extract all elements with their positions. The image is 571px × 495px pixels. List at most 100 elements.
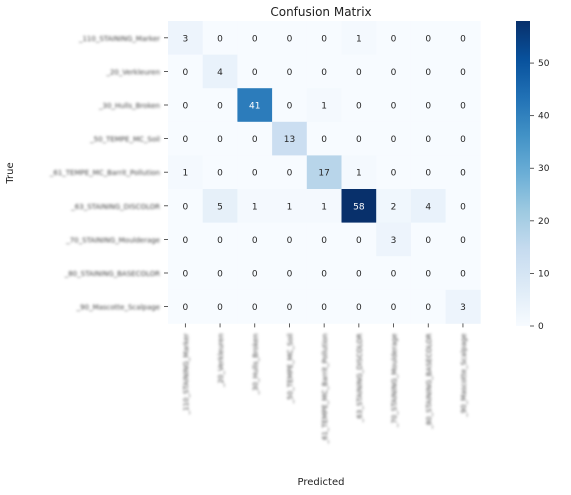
- cell-value-label: 0: [391, 34, 397, 44]
- cell-value-label: 58: [353, 202, 365, 212]
- heatmap-cell: [376, 54, 412, 89]
- cell-value-label: 0: [287, 102, 293, 112]
- column-tick-label: _70_STAINING_Moulderage: [391, 333, 399, 428]
- row-tick-labels: _110_STAINING_Marker _20_Verkleuren _30_Hu…: [49, 35, 168, 312]
- cell-value-label: 0: [217, 270, 223, 280]
- cell-value-label: 0: [252, 236, 258, 246]
- heatmap-cell: [445, 189, 481, 223]
- heatmap-cell: [237, 88, 273, 123]
- cell-value-label: 0: [460, 34, 466, 44]
- cell-value-label: 0: [321, 135, 327, 145]
- cell-value-label: 0: [321, 236, 327, 246]
- heatmap-cell: [306, 88, 342, 123]
- heatmap-cell: [410, 289, 446, 324]
- heatmap-cell: [376, 121, 412, 156]
- cell-value-label: 0: [356, 68, 362, 78]
- row-tick-label: _50_TEMPE_MC_Soil: [89, 136, 160, 144]
- heatmap-cell: [410, 54, 446, 89]
- heatmap-cell: [202, 289, 238, 324]
- heatmap-cell: [445, 256, 481, 291]
- cell-value-label: 0: [460, 202, 466, 212]
- heatmap-cell: [410, 121, 446, 156]
- cell-value-label: 0: [460, 135, 466, 145]
- cell-value-label: 0: [425, 102, 431, 112]
- cell-value-label: 1: [252, 202, 258, 212]
- cell-value-label: 0: [252, 270, 258, 280]
- cell-value-label: 0: [217, 135, 223, 145]
- cell-value-label: 0: [182, 236, 188, 246]
- row-tick-label: _20_Verkleuren: [105, 68, 160, 76]
- cell-value-label: 3: [391, 236, 397, 246]
- heatmap-cell: [341, 88, 377, 123]
- cell-value-label: 0: [182, 102, 188, 112]
- cell-value-label: 0: [356, 236, 362, 246]
- x-axis-label: Predicted: [298, 477, 345, 488]
- column-tick-label: _110_STAINING_Marker: [182, 333, 190, 415]
- heatmap-cell: [237, 54, 273, 89]
- cell-value-label: 41: [249, 102, 260, 112]
- heatmap-cell: [410, 189, 446, 223]
- cell-value-label: 4: [425, 202, 431, 212]
- heatmap-cell: [306, 289, 342, 324]
- colorbar-tick-label: 20: [538, 217, 550, 227]
- column-tick-labels: _110_STAINING_Marker _20_Verkleuren _30_Hu…: [182, 323, 468, 445]
- cell-value-label: 0: [460, 270, 466, 280]
- column-tick-label: _20_Verkleuren: [217, 333, 225, 388]
- heatmap-cell: [272, 289, 308, 324]
- heatmap-cell: [306, 21, 342, 55]
- cell-value-label: 0: [182, 68, 188, 78]
- cell-value-label: 0: [321, 303, 327, 313]
- column-tick-label: _90_Mascotte_Scalpage: [460, 333, 468, 417]
- heatmap-cells: 3 0 0 0 0 1 0 0 00 4 0 0 0 0 0 0 00 0 41 0 1 0 0 0 00 0 0 13 0 0 0 0 01 0…: [168, 21, 481, 324]
- heatmap-cell: [168, 54, 204, 89]
- cell-value-label: 0: [356, 303, 362, 313]
- heatmap-cell: [306, 121, 342, 156]
- heatmap-cell: [272, 54, 308, 89]
- heatmap-cell: [272, 189, 308, 223]
- heatmap-cell: [410, 88, 446, 123]
- heatmap-cell: [237, 21, 273, 55]
- heatmap-cell: [306, 54, 342, 89]
- column-tick-label: _50_TEMPE_MC_Soil: [286, 333, 294, 404]
- cell-value-label: 0: [217, 102, 223, 112]
- cell-value-label: 1: [356, 169, 362, 179]
- heatmap-cell: [306, 155, 342, 190]
- cell-value-label: 0: [321, 68, 327, 78]
- cell-value-label: 0: [321, 270, 327, 280]
- heatmap-cell: [376, 189, 412, 223]
- cell-value-label: 0: [425, 68, 431, 78]
- heatmap-cell: [272, 21, 308, 55]
- heatmap-cell: [202, 222, 238, 257]
- cell-value-label: 0: [391, 303, 397, 313]
- chart-title: Confusion Matrix: [270, 5, 371, 19]
- heatmap-cell: [341, 121, 377, 156]
- row-tick-label: _90_Mascotte_Scalpage: [76, 304, 160, 312]
- heatmap-cell: [445, 222, 481, 257]
- heatmap-cell: [202, 256, 238, 291]
- heatmap-cell: [410, 222, 446, 257]
- heatmap-cell: [341, 54, 377, 89]
- colorbar-tick-label: 10: [538, 269, 550, 279]
- cell-value-label: 0: [217, 169, 223, 179]
- cell-value-label: 1: [287, 202, 293, 212]
- cell-value-label: 0: [425, 236, 431, 246]
- heatmap-cell: [376, 88, 412, 123]
- colorbar-gradient: [516, 21, 530, 326]
- heatmap-cell: [237, 189, 273, 223]
- heatmap-cell: [202, 189, 238, 223]
- heatmap-cell: [410, 155, 446, 190]
- heatmap-cell: [168, 21, 204, 55]
- cell-value-label: 2: [391, 202, 397, 212]
- heatmap-cell: [272, 155, 308, 190]
- heatmap-cell: [237, 155, 273, 190]
- heatmap-cell: [168, 222, 204, 257]
- cell-value-label: 0: [287, 68, 293, 78]
- cell-value-label: 0: [252, 303, 258, 313]
- heatmap-cell: [237, 121, 273, 156]
- cell-value-label: 0: [460, 169, 466, 179]
- heatmap-cell: [445, 88, 481, 123]
- heatmap-cell: [376, 289, 412, 324]
- heatmap-cell: [445, 155, 481, 190]
- heatmap-cell: [202, 54, 238, 89]
